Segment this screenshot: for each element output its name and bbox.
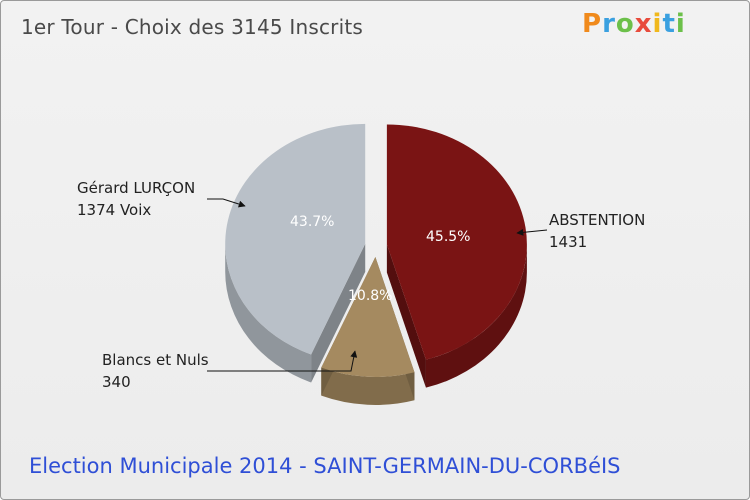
legend-gerard-value: 1374 Voix bbox=[77, 201, 152, 219]
leader-abstention bbox=[516, 228, 548, 236]
chart-title: 1er Tour - Choix des 3145 Inscrits bbox=[21, 15, 363, 39]
leader-gerard bbox=[207, 198, 246, 208]
pie-slice-abstention-side bbox=[425, 244, 527, 388]
pie-slice-abstention bbox=[386, 124, 527, 360]
legend-abstention-value: 1431 bbox=[549, 233, 588, 251]
leader-blancs bbox=[207, 350, 358, 372]
election-footer: Election Municipale 2014 - SAINT-GERMAIN… bbox=[29, 454, 621, 478]
legend-abstention: ABSTENTION 1431 bbox=[549, 209, 645, 253]
pct-label-blancs: 10.8% bbox=[348, 288, 393, 304]
pie-slice-blancs bbox=[321, 256, 415, 377]
pct-label-abstention: 45.5% bbox=[426, 229, 471, 245]
legend-gerard-name: Gérard LURÇON bbox=[77, 179, 196, 197]
legend-blancs-value: 340 bbox=[102, 373, 131, 391]
proxiti-logo: Proxiti bbox=[582, 9, 686, 39]
pct-label-gerard: 43.7% bbox=[290, 214, 335, 230]
pie-slice-gerard bbox=[225, 123, 366, 355]
legend-blancs-name: Blancs et Nuls bbox=[102, 351, 209, 369]
legend-gerard: Gérard LURÇON 1374 Voix bbox=[77, 177, 195, 221]
pie-slice-abstention-wall-1 bbox=[386, 244, 426, 388]
legend-abstention-name: ABSTENTION bbox=[549, 211, 646, 229]
legend-blancs: Blancs et Nuls 340 bbox=[102, 349, 209, 393]
pie-slice-blancs-side bbox=[321, 367, 415, 405]
pie-slice-gerard-wall-0 bbox=[311, 243, 366, 383]
pie-slice-gerard-side bbox=[225, 243, 312, 383]
